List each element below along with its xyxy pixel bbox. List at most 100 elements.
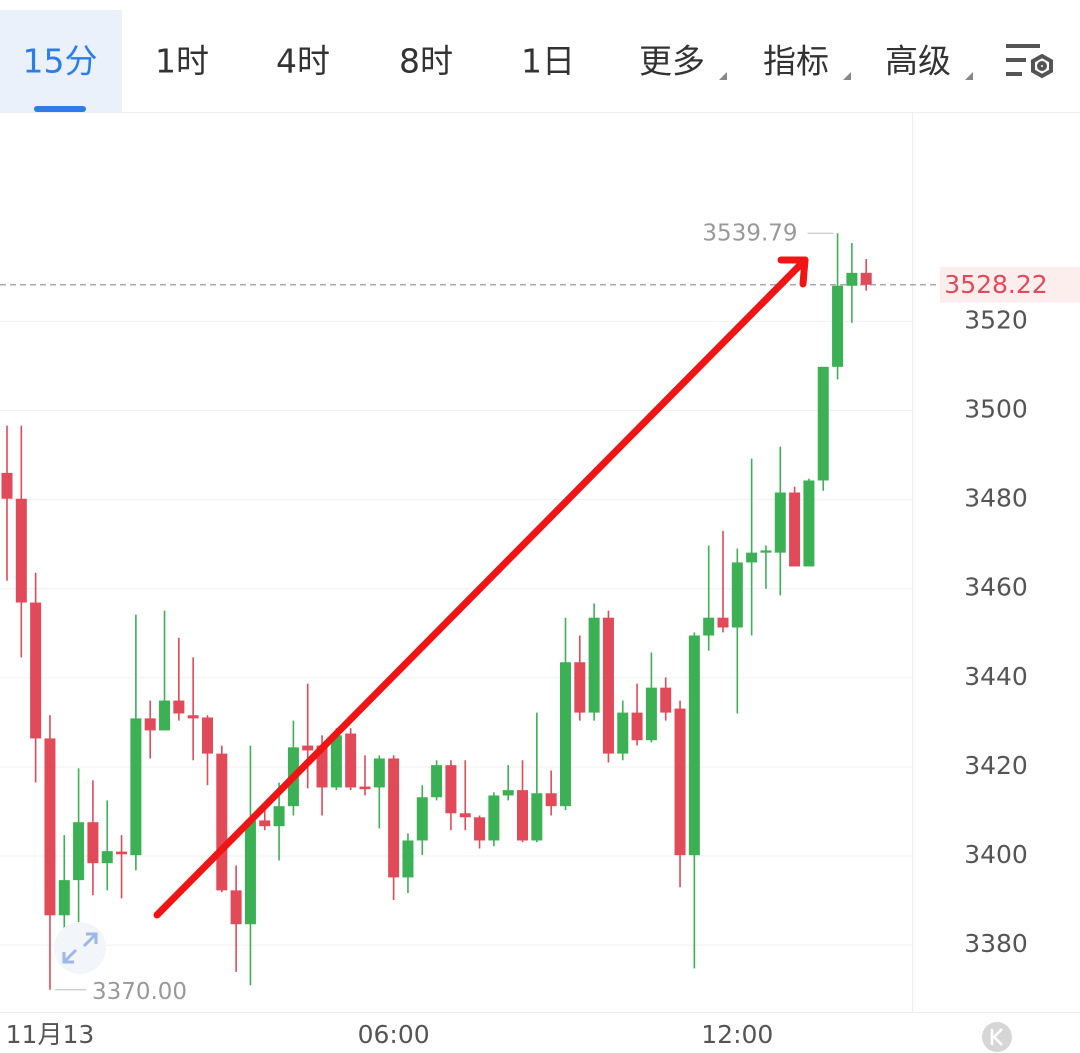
price-tag-bg bbox=[940, 266, 1080, 303]
tab[interactable]: 15分 bbox=[0, 10, 122, 112]
tab-highlight bbox=[0, 10, 122, 112]
candle-body bbox=[545, 793, 557, 807]
candle-body bbox=[187, 715, 199, 719]
candle-body bbox=[731, 562, 743, 628]
candle-body bbox=[58, 880, 70, 916]
icon-hex bbox=[1031, 53, 1053, 79]
tab-label: 4时 bbox=[276, 42, 330, 81]
candle-body bbox=[717, 617, 729, 628]
icon-dot bbox=[1037, 61, 1047, 71]
tab[interactable]: 1时 bbox=[155, 42, 209, 81]
y-tick-label: 3400 bbox=[964, 840, 1028, 869]
candle-body bbox=[588, 617, 600, 713]
candle-body bbox=[774, 492, 786, 553]
tab-label: 更多 bbox=[639, 42, 705, 81]
y-tick-label: 3440 bbox=[964, 662, 1028, 691]
candle-body bbox=[402, 840, 414, 878]
candle-body bbox=[216, 753, 228, 891]
tab-label: 8时 bbox=[399, 42, 453, 81]
candle-body bbox=[273, 806, 285, 827]
tab-label: 指标 bbox=[763, 42, 829, 81]
candle-body bbox=[832, 285, 844, 367]
candle-body bbox=[116, 851, 128, 855]
icon-letter bbox=[990, 1028, 1003, 1046]
candle-body bbox=[517, 790, 529, 841]
tab-label: 高级 bbox=[885, 42, 951, 81]
candle-body bbox=[688, 635, 700, 856]
candle-body bbox=[101, 851, 113, 864]
candle-body bbox=[15, 498, 27, 603]
candle-body bbox=[173, 700, 185, 714]
candle-body bbox=[431, 765, 443, 798]
icon-arrow bbox=[82, 932, 98, 948]
candle-body bbox=[860, 272, 872, 285]
icon-bg bbox=[54, 922, 106, 974]
candle-body bbox=[559, 662, 571, 807]
y-tick-label: 3380 bbox=[964, 929, 1028, 958]
tab[interactable]: 1日 bbox=[521, 42, 575, 81]
candle-body bbox=[359, 786, 371, 790]
candle-body bbox=[388, 758, 400, 878]
icon-arrow bbox=[62, 948, 78, 964]
arrow-head bbox=[777, 256, 809, 288]
y-tick-label: 3420 bbox=[964, 751, 1028, 780]
candle-body bbox=[244, 820, 256, 925]
tab-label: 1时 bbox=[155, 42, 209, 81]
candle-body bbox=[316, 745, 328, 788]
candle-body bbox=[73, 822, 85, 881]
candle-body bbox=[230, 890, 242, 925]
tab-label: 15分 bbox=[23, 42, 98, 81]
dropdown-caret bbox=[719, 72, 727, 80]
candle-body bbox=[87, 822, 99, 864]
candle-body bbox=[846, 272, 858, 286]
tab-label: 1日 bbox=[521, 42, 575, 81]
expand-icon[interactable] bbox=[54, 922, 106, 974]
candle-body bbox=[488, 795, 500, 841]
candle-body bbox=[631, 712, 643, 741]
tab-indicator bbox=[34, 106, 86, 112]
candle-body bbox=[159, 700, 171, 731]
settings-icon[interactable] bbox=[1006, 44, 1053, 79]
candle-body bbox=[1, 472, 13, 499]
x-tick-label: 12:00 bbox=[701, 1020, 773, 1049]
candle-body bbox=[130, 718, 142, 856]
candle-body bbox=[459, 813, 471, 818]
k-icon[interactable] bbox=[982, 1022, 1012, 1052]
tab[interactable]: 4时 bbox=[276, 42, 330, 81]
tab[interactable]: 高级 bbox=[885, 42, 973, 81]
candle-body bbox=[617, 712, 629, 754]
candle-body bbox=[645, 687, 657, 741]
candle-body bbox=[574, 662, 586, 713]
candle-body bbox=[330, 735, 342, 788]
candle-body bbox=[760, 550, 772, 553]
tab[interactable]: 指标 bbox=[763, 42, 851, 81]
candle-body bbox=[674, 708, 686, 856]
candle-body bbox=[531, 793, 543, 841]
tab[interactable]: 8时 bbox=[399, 42, 453, 81]
candle-body bbox=[803, 480, 815, 567]
high-label: 3539.79 bbox=[702, 221, 797, 247]
candle-body bbox=[30, 602, 42, 739]
price-tag-label: 3528.22 bbox=[944, 270, 1047, 299]
candle-body bbox=[345, 733, 357, 788]
low-label: 3370.00 bbox=[92, 979, 187, 1005]
y-tick-label: 3500 bbox=[964, 395, 1028, 424]
tab-bar: 15分 1时 4时 8时 1日 更多 指标 高级 bbox=[0, 10, 973, 112]
dropdown-caret bbox=[965, 72, 973, 80]
candle-body bbox=[789, 492, 801, 567]
y-tick-label: 3480 bbox=[964, 484, 1028, 513]
y-tick-label: 3460 bbox=[964, 573, 1028, 602]
tab[interactable]: 更多 bbox=[639, 42, 727, 81]
arrow-shaft bbox=[153, 256, 809, 919]
candle-body bbox=[44, 738, 56, 916]
x-tick-label: 06:00 bbox=[358, 1020, 430, 1049]
candle-body bbox=[259, 820, 271, 827]
candle-body bbox=[703, 617, 715, 636]
candle-body bbox=[373, 758, 385, 788]
x-tick-label: 11月13 bbox=[6, 1020, 95, 1049]
candle-body bbox=[474, 817, 486, 841]
icon-bg bbox=[982, 1022, 1012, 1052]
candle-body bbox=[660, 687, 672, 713]
dropdown-caret bbox=[843, 72, 851, 80]
